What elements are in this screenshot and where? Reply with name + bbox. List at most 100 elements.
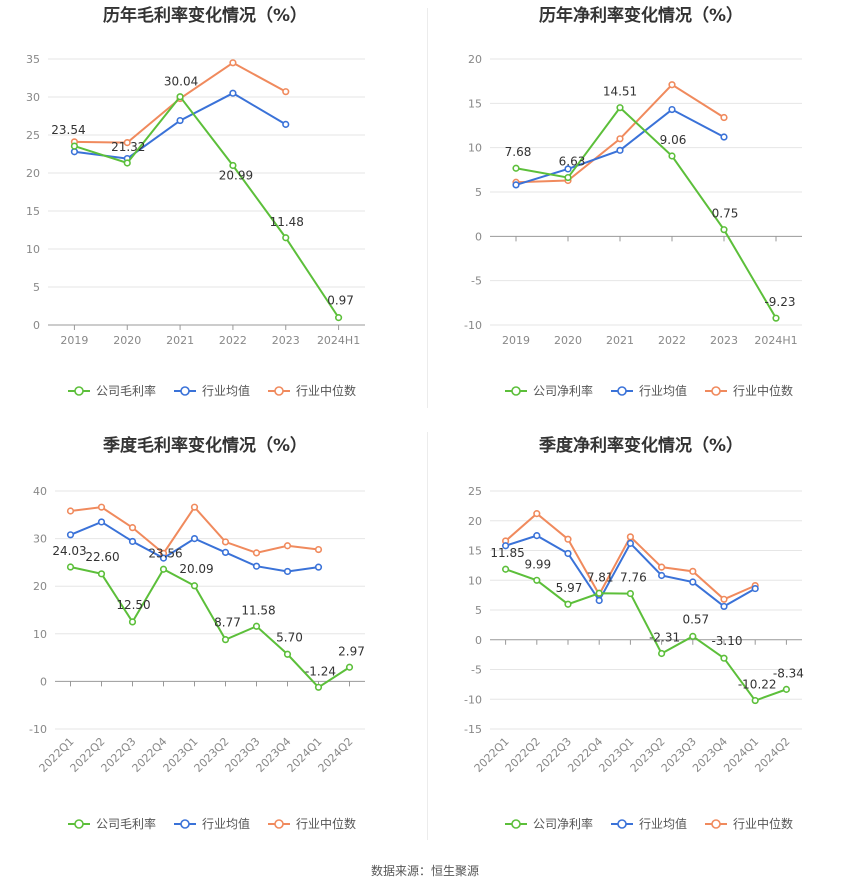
chart-title: 季度净利率变化情况（%）: [539, 435, 743, 456]
data-label: -8.34: [773, 666, 804, 680]
series-line-1: [505, 568, 787, 702]
legend-marker: [511, 819, 521, 829]
data-point: [751, 584, 759, 593]
data-label: 24.03: [52, 544, 86, 558]
data-point: [502, 542, 510, 550]
legend-label: 行业均值: [202, 383, 250, 398]
y-tick-label: 15: [26, 205, 40, 218]
data-point: [123, 139, 131, 147]
data-point: [616, 146, 624, 154]
data-point: [252, 622, 261, 630]
data-source-note: 数据来源：恒生聚源: [370, 864, 479, 878]
data-point: [564, 535, 572, 543]
data-point: [190, 503, 199, 511]
data-point: [502, 565, 510, 573]
data-point: [689, 632, 697, 640]
data-point: [66, 531, 75, 539]
x-tick-label: 2022: [658, 334, 686, 347]
x-tick-label: 2021: [166, 334, 194, 347]
data-point: [533, 510, 541, 518]
y-tick-label: 20: [26, 167, 40, 180]
data-label: 9.99: [524, 557, 551, 571]
data-point: [668, 81, 676, 89]
chart-1: 历年毛利率变化情况（%） 0 5 10 15 20 25 30 35 2019 2020 2021 20…: [26, 5, 365, 398]
data-point: [159, 565, 168, 573]
x-tick-label: 2022: [219, 334, 247, 347]
y-tick-label: 10: [26, 243, 40, 256]
data-label: 30.04: [164, 75, 198, 89]
data-point: [626, 539, 635, 547]
divider-vertical-bottom: [427, 432, 428, 840]
data-point: [564, 549, 572, 558]
chart-title: 历年毛利率变化情况（%）: [103, 5, 307, 26]
data-point: [626, 533, 635, 541]
data-point: [720, 602, 728, 611]
data-point: [668, 105, 676, 114]
data-label: 20.99: [219, 168, 253, 182]
data-point: [772, 314, 780, 322]
data-point: [595, 589, 603, 597]
data-point: [720, 595, 728, 603]
data-label: -10.22: [738, 678, 777, 692]
y-tick-label: 30: [26, 91, 40, 104]
data-label: 0.57: [682, 612, 709, 626]
data-point: [314, 563, 323, 571]
y-tick-label: 0: [33, 319, 40, 332]
data-point: [176, 93, 184, 101]
data-point: [314, 545, 323, 554]
legend-label: 行业中位数: [733, 816, 793, 831]
y-tick-label: -15: [464, 723, 482, 736]
data-point: [616, 104, 624, 112]
legend-label: 公司净利率: [533, 816, 593, 831]
y-tick-label: -10: [29, 723, 47, 736]
data-point: [720, 654, 728, 662]
legend-marker: [617, 386, 627, 396]
data-point: [229, 59, 237, 67]
y-tick-label: 35: [26, 53, 40, 66]
legend-label: 行业中位数: [296, 383, 356, 398]
data-point: [720, 226, 728, 234]
y-tick-label: 0: [475, 230, 482, 243]
series-line-1: [70, 566, 351, 689]
data-label: 11.85: [490, 546, 524, 560]
data-point: [564, 165, 572, 173]
legend-marker: [711, 819, 721, 829]
data-point: [751, 696, 759, 705]
data-label: 21.32: [111, 140, 145, 154]
data-point: [512, 164, 520, 172]
legend-label: 行业中位数: [733, 383, 793, 398]
data-point: [128, 524, 137, 532]
y-tick-label: 15: [468, 545, 482, 558]
divider-vertical-top: [427, 8, 428, 408]
legend-marker: [274, 819, 284, 829]
data-point: [229, 89, 237, 97]
legend-marker: [711, 386, 721, 396]
chart-3: 季度毛利率变化情况（%）-100102030402022Q12022Q22022…: [29, 435, 365, 831]
data-point: [564, 173, 572, 182]
data-point: [221, 538, 230, 546]
data-point: [689, 567, 697, 575]
data-point: [190, 582, 199, 590]
series-line-1: [515, 106, 777, 319]
x-tick-label: 2024Q2: [752, 735, 792, 775]
x-tick-label: 2023: [710, 334, 738, 347]
data-label: 5.70: [276, 630, 303, 644]
x-tick-label: 2019: [502, 334, 530, 347]
data-point: [345, 663, 354, 671]
data-point: [282, 120, 290, 128]
y-tick-label: 10: [468, 574, 482, 587]
data-point: [595, 596, 603, 605]
y-tick-label: 20: [468, 515, 482, 528]
legend-marker: [511, 386, 521, 396]
data-point: [282, 234, 290, 242]
data-point: [221, 548, 230, 557]
data-point: [657, 563, 666, 571]
data-point: [252, 549, 261, 557]
legend-label: 行业均值: [639, 383, 687, 398]
x-tick-label: 2020: [113, 334, 141, 347]
chart-title: 季度毛利率变化情况（%）: [103, 435, 307, 456]
y-tick-label: 30: [33, 533, 47, 546]
series-line-2: [74, 92, 287, 160]
data-point: [564, 600, 572, 608]
